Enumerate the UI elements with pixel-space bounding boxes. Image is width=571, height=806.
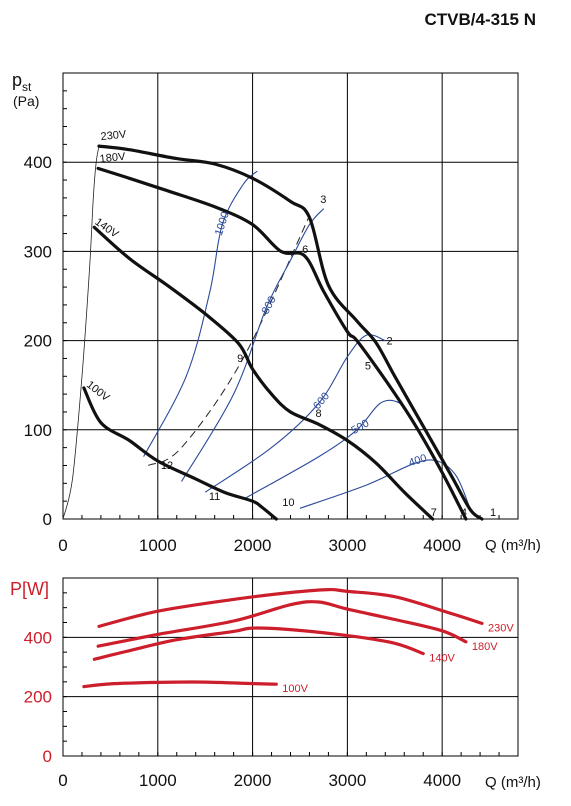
power-y-tick-label: 200 [24, 688, 52, 707]
power-axis-ticks: 0 1000 2000 3000 4000 0 200 400 [24, 577, 519, 790]
operating-point-label: 7 [431, 507, 437, 519]
chart-title: CTVB/4-315 N [425, 10, 536, 29]
pressure-series-100V [82, 386, 278, 521]
power-series-label: 100V [282, 683, 308, 695]
iso-curve-1000 [143, 170, 258, 457]
power-series-180V [96, 600, 468, 648]
power-y-tick-label: 400 [24, 628, 52, 647]
power-series-100V [82, 680, 278, 689]
power-xlabel: Q (m³/h) [485, 774, 541, 791]
power-y-tick-label: 0 [43, 747, 52, 766]
pressure-ylabel-sub: st [22, 80, 32, 94]
pressure-y-tick-label: 300 [24, 242, 52, 261]
iso-curve-label: 800 [260, 294, 279, 316]
operating-point-label: 12 [161, 460, 173, 472]
power-series-label: 180V [472, 641, 498, 653]
pressure-y-tick-label: 100 [24, 421, 52, 440]
power-series-230V [97, 587, 484, 628]
pressure-x-tick-label: 3000 [328, 536, 366, 555]
pressure-ylabel-main: p [12, 70, 22, 90]
pressure-series-label: 180V [99, 151, 126, 166]
pressure-x-tick-label: 2000 [234, 536, 272, 555]
operating-point-label: 4 [461, 507, 467, 519]
pressure-grid [63, 73, 518, 519]
operating-point-label: 8 [315, 408, 321, 420]
pressure-xlabel: Q (m³/h) [485, 537, 541, 554]
power-labels: 230V 180V 140V 100V [282, 622, 514, 695]
pressure-y-tick-label: 200 [24, 332, 52, 351]
iso-curve-800 [181, 208, 325, 482]
pressure-x-tick-label: 0 [58, 536, 67, 555]
power-chart: 0 1000 2000 3000 4000 0 200 400 P[W] Q (m³/h) 2… [10, 577, 541, 791]
pressure-series-230V [97, 144, 484, 521]
operating-point-label: 1 [490, 507, 496, 519]
pressure-series-label: 230V [100, 128, 127, 143]
operating-point-label: 11 [209, 491, 220, 503]
iso-curve-label: 1000 [213, 210, 232, 237]
pressure-y-tick-label: 400 [24, 153, 52, 172]
power-ylabel: P[W] [10, 579, 49, 599]
operating-point-label: 6 [302, 244, 308, 256]
power-series-label: 140V [429, 653, 455, 665]
pressure-ylabel: pst [12, 70, 32, 94]
operating-point-label: 5 [365, 361, 371, 373]
pressure-axis-ticks: 0 1000 2000 3000 4000 0 100 200 300 400 [24, 72, 519, 555]
iso-curve-label: 500 [349, 417, 371, 437]
power-x-tick-label: 0 [58, 771, 67, 790]
operating-point-label: 2 [387, 335, 393, 347]
operating-point-label: 3 [320, 194, 326, 206]
pressure-series-180V [96, 166, 468, 521]
minimum-flow-curve [62, 146, 100, 520]
power-x-tick-label: 4000 [423, 771, 461, 790]
pressure-yunit: (Pa) [13, 93, 39, 109]
operating-point-label: 10 [282, 497, 294, 509]
iso-curve-400 [299, 459, 472, 511]
power-x-tick-label: 2000 [234, 771, 272, 790]
pressure-curves [62, 144, 484, 521]
operating-point-label: 9 [237, 353, 243, 365]
pressure-x-tick-label: 4000 [423, 536, 461, 555]
power-series-140V [92, 626, 425, 661]
power-curves [82, 587, 484, 689]
power-series-label: 230V [488, 622, 514, 634]
pressure-y-tick-label: 0 [43, 510, 52, 529]
iso-curve-600 [204, 334, 386, 493]
pressure-x-tick-label: 1000 [139, 536, 177, 555]
pressure-plot-frame [62, 72, 519, 520]
power-x-tick-label: 3000 [328, 771, 366, 790]
power-x-tick-label: 1000 [139, 771, 177, 790]
iso-curve-label: 400 [407, 452, 428, 469]
pressure-series-140V [92, 225, 435, 521]
